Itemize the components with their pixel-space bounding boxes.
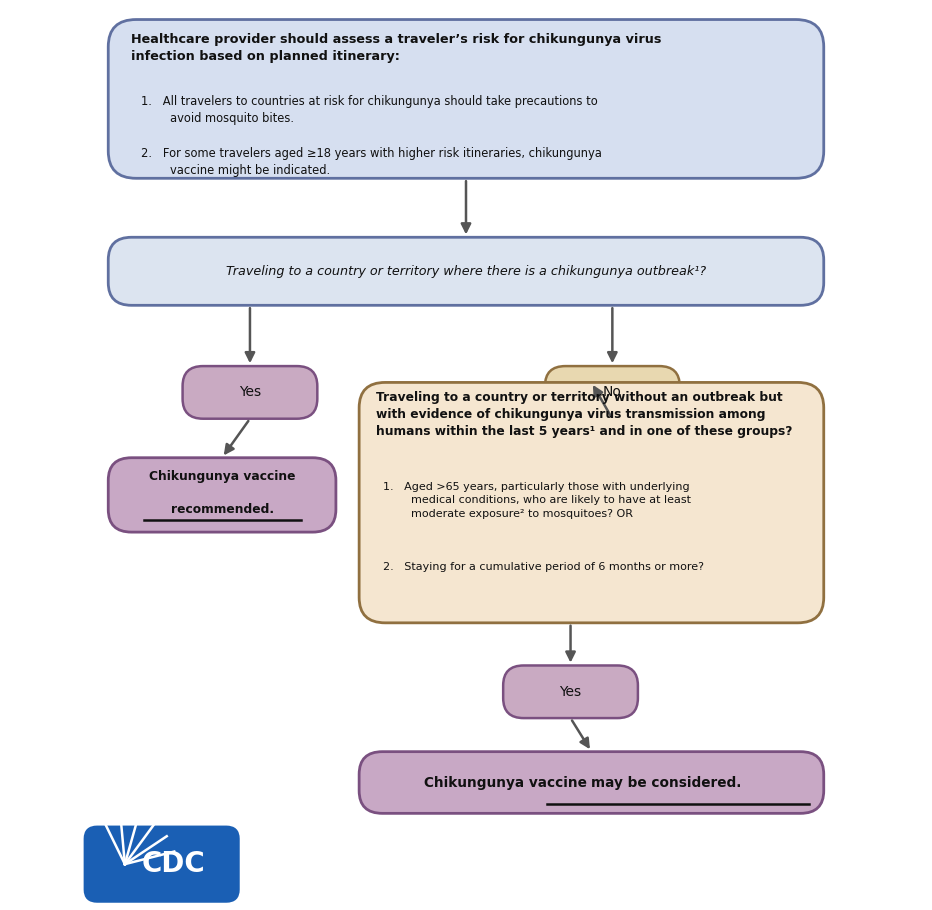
Text: 1.   All travelers to countries at risk for chikungunya should take precautions : 1. All travelers to countries at risk fo… [141, 95, 597, 125]
Text: Chikungunya vaccine: Chikungunya vaccine [424, 775, 592, 790]
Text: Healthcare provider should assess a traveler’s risk for chikungunya virus
infect: Healthcare provider should assess a trav… [131, 33, 662, 63]
Text: 2.   Staying for a cumulative period of 6 months or more?: 2. Staying for a cumulative period of 6 … [383, 562, 705, 572]
FancyBboxPatch shape [359, 752, 824, 814]
FancyBboxPatch shape [85, 827, 239, 901]
FancyBboxPatch shape [108, 238, 824, 306]
FancyBboxPatch shape [545, 366, 679, 419]
Text: recommended.: recommended. [171, 503, 274, 516]
Text: No: No [603, 386, 622, 399]
FancyBboxPatch shape [359, 382, 824, 622]
Text: 1.   Aged >65 years, particularly those with underlying
        medical conditio: 1. Aged >65 years, particularly those wi… [383, 482, 692, 519]
Text: may be considered.: may be considered. [592, 775, 742, 790]
FancyBboxPatch shape [503, 665, 637, 718]
FancyBboxPatch shape [183, 366, 317, 419]
Text: Yes: Yes [239, 386, 261, 399]
Text: Traveling to a country or territory without an outbreak but
with evidence of chi: Traveling to a country or territory with… [376, 391, 792, 439]
Text: 2.   For some travelers aged ≥18 years with higher risk itineraries, chikungunya: 2. For some travelers aged ≥18 years wit… [141, 147, 602, 177]
Text: Chikungunya vaccine: Chikungunya vaccine [149, 470, 295, 483]
FancyBboxPatch shape [108, 19, 824, 178]
Text: CDC: CDC [142, 850, 206, 878]
Text: Yes: Yes [559, 685, 582, 699]
FancyBboxPatch shape [108, 458, 336, 532]
Text: Traveling to a country or territory where there is a chikungunya outbreak¹?: Traveling to a country or territory wher… [226, 265, 706, 278]
